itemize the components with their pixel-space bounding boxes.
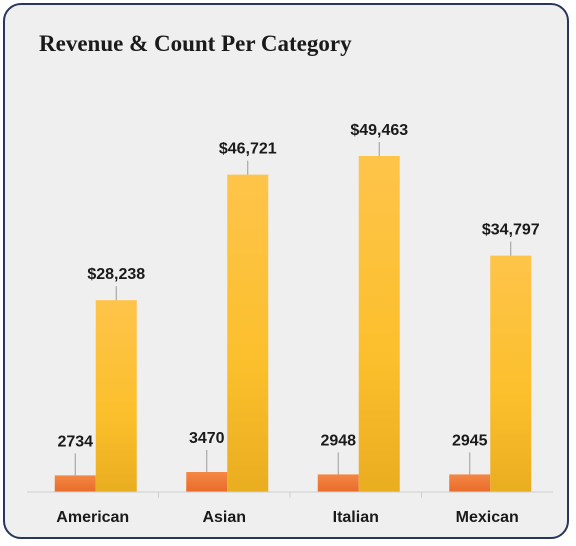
bars-layer	[54, 156, 532, 492]
x-tick-label-asian: Asian	[202, 509, 246, 526]
labels-layer: 2734 $28,238 American 3470 $46,721 Asian 2948 $…	[56, 122, 539, 526]
bar-count-american	[54, 475, 96, 492]
bar-count-asian	[186, 472, 228, 492]
bar-revenue-italian	[358, 156, 400, 492]
bar-revenue-american	[95, 300, 137, 492]
bar-revenue-mexican	[490, 255, 532, 492]
data-label-revenue-asian: $46,721	[219, 141, 277, 158]
x-tick-label-american: American	[56, 509, 129, 526]
data-label-revenue-mexican: $34,797	[482, 222, 540, 239]
bar-chart: 2734 $28,238 American 3470 $46,721 Asian 2948 $…	[27, 122, 553, 526]
chart-title: Revenue & Count Per Category	[39, 31, 352, 56]
bar-count-italian	[317, 474, 359, 492]
x-tick-label-mexican: Mexican	[456, 509, 519, 526]
x-tick-label-italian: Italian	[333, 509, 379, 526]
data-label-count-italian: 2948	[320, 432, 356, 449]
data-label-count-mexican: 2945	[452, 432, 488, 449]
data-label-revenue-american: $28,238	[87, 266, 145, 283]
data-label-count-american: 2734	[57, 433, 93, 450]
bar-revenue-asian	[227, 174, 269, 492]
data-label-revenue-italian: $49,463	[350, 122, 408, 139]
bar-count-mexican	[449, 474, 491, 492]
data-label-count-asian: 3470	[189, 430, 225, 447]
chart-card: Revenue & Count Per Category 2734 $28,238…	[3, 3, 569, 539]
